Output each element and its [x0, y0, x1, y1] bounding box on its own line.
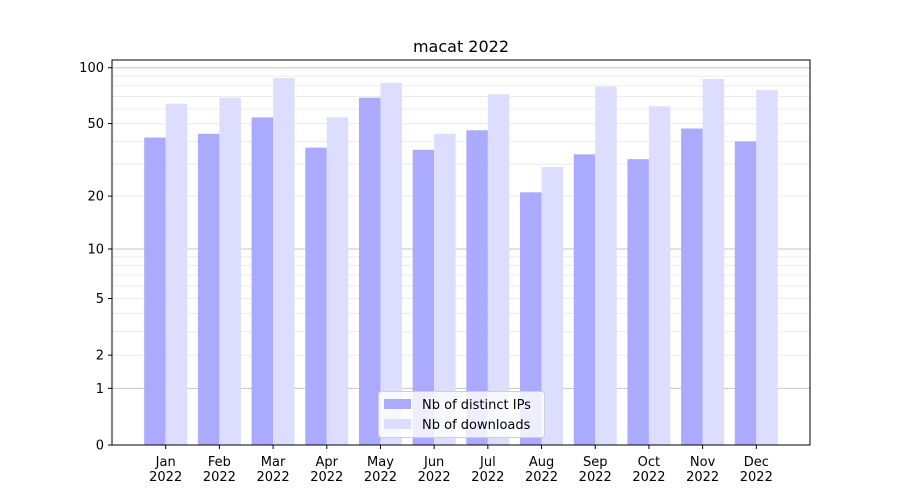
bar-distinct-ips [197, 133, 220, 445]
x-tick-label: Apr [316, 455, 339, 470]
x-tick-label: 2022 [471, 470, 504, 485]
bar-downloads [380, 82, 402, 445]
x-tick-label: Jul [479, 455, 496, 470]
y-tick-label: 1 [96, 382, 104, 397]
y-tick-label: 100 [79, 61, 104, 76]
bar-distinct-ips [520, 192, 542, 445]
x-tick-label: 2022 [579, 470, 612, 485]
x-tick-label: Feb [208, 455, 231, 470]
y-tick-label: 5 [96, 292, 104, 307]
x-tick-label: 2022 [632, 470, 665, 485]
x-tick-label: 2022 [686, 470, 719, 485]
bar-downloads [165, 103, 188, 445]
y-tick-label: 10 [87, 242, 104, 257]
bar-downloads [595, 86, 617, 445]
x-tick-label: Dec [744, 455, 769, 470]
x-tick-label: 2022 [149, 470, 182, 485]
bar-distinct-ips [305, 147, 327, 445]
bar-downloads [434, 133, 456, 445]
legend: Nb of distinct IPs Nb of downloads [378, 391, 545, 438]
bar-distinct-ips [627, 159, 649, 445]
axes-frame [111, 59, 811, 446]
bar-distinct-ips [144, 137, 166, 446]
x-tick-label: Jan [155, 455, 176, 470]
bar-downloads [756, 89, 778, 446]
bar-downloads [219, 97, 241, 445]
x-tick-label: Oct [638, 455, 660, 470]
y-tick-label: 50 [87, 117, 104, 132]
bar-downloads [273, 78, 295, 446]
bar-downloads [541, 166, 564, 445]
x-tick-label: Mar [261, 455, 286, 470]
bar-downloads [648, 106, 671, 445]
bar-distinct-ips [573, 154, 596, 445]
x-tick-label: Jun [423, 455, 444, 470]
bar-distinct-ips [681, 128, 703, 445]
bar-distinct-ips [358, 97, 381, 445]
y-tick-label: 20 [87, 190, 104, 205]
legend-swatch [384, 399, 411, 409]
x-tick-label: 2022 [525, 470, 558, 485]
x-tick-label: Nov [690, 455, 716, 470]
bar-distinct-ips [412, 149, 435, 445]
x-tick-label: Sep [583, 455, 608, 470]
bar-downloads [326, 117, 349, 446]
bar-downloads [702, 78, 725, 446]
legend-label: Nb of downloads [422, 418, 531, 433]
x-tick-label: 2022 [310, 470, 343, 485]
x-tick-label: 2022 [418, 470, 451, 485]
bar-distinct-ips [466, 130, 488, 445]
x-tick-label: 2022 [364, 470, 397, 485]
bar-distinct-ips [734, 141, 757, 446]
x-tick-label: 2022 [257, 470, 290, 485]
x-tick-label: 2022 [740, 470, 773, 485]
legend-swatch [384, 419, 411, 429]
bar-downloads [487, 94, 510, 445]
chart-title: macat 2022 [413, 37, 509, 56]
y-tick-label: 2 [96, 349, 104, 364]
x-tick-label: 2022 [203, 470, 236, 485]
y-tick-label: 0 [96, 439, 104, 454]
x-tick-label: May [367, 455, 394, 470]
legend-box [378, 391, 545, 438]
bar-distinct-ips [251, 117, 274, 446]
legend-label: Nb of distinct IPs [422, 398, 531, 413]
x-tick-label: Aug [529, 455, 554, 470]
